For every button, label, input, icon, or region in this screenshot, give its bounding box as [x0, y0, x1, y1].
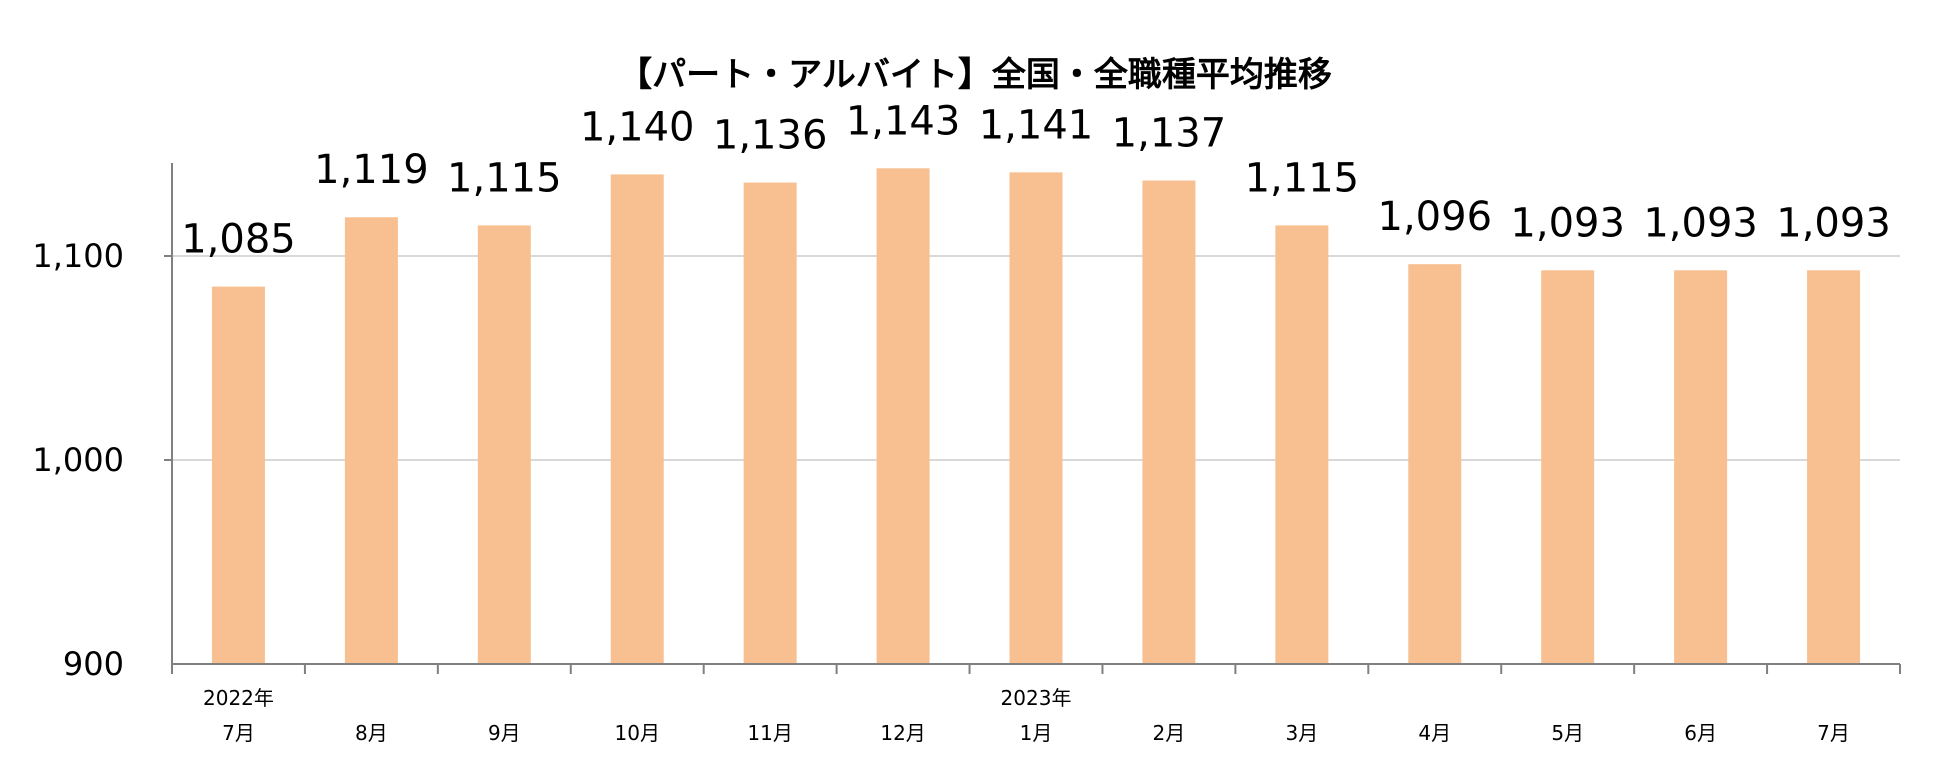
bar-value-label: 1,093 — [1776, 200, 1891, 246]
bar-value-label: 1,115 — [447, 155, 562, 201]
x-tick-label: 3月 — [1285, 721, 1318, 745]
y-tick-label: 1,100 — [32, 237, 124, 275]
bar-value-label: 1,085 — [181, 217, 296, 263]
bar — [1009, 172, 1063, 665]
x-tick-labels: 7月 2022年 8月 9月 10月 11月 12月 1月 2023年 2月 3月 4月 5月 6月 7月 — [203, 686, 1850, 745]
bar — [211, 286, 265, 664]
bar — [743, 182, 797, 664]
bar-value-label: 1,141 — [979, 102, 1094, 148]
bar-value-label: 1,143 — [846, 98, 961, 144]
x-year-label: 2023年 — [1001, 686, 1072, 710]
x-tick-label: 5月 — [1551, 721, 1584, 745]
bar — [876, 168, 930, 664]
y-tick-labels: 900 1,000 1,100 — [32, 237, 124, 683]
x-tick-label: 4月 — [1418, 721, 1451, 745]
x-tick-label: 6月 — [1684, 721, 1717, 745]
x-tick-label: 8月 — [355, 721, 388, 745]
bar — [1275, 225, 1329, 664]
bar — [1807, 270, 1861, 664]
bar-value-label: 1,093 — [1643, 200, 1758, 246]
bar-value-label: 1,136 — [713, 113, 828, 159]
axes — [164, 163, 1901, 674]
x-tick-label: 7月 — [222, 721, 255, 745]
bar-value-label: 1,115 — [1245, 155, 1360, 201]
x-tick-label: 10月 — [615, 721, 660, 745]
x-tick-label: 11月 — [747, 721, 792, 745]
x-tick-label: 1月 — [1020, 721, 1053, 745]
bar — [1674, 270, 1728, 664]
bar — [344, 217, 398, 665]
bar-value-label: 1,093 — [1510, 200, 1625, 246]
chart-title: 【パート・アルバイト】全国・全職種平均推移 — [618, 55, 1332, 95]
bar-value-label: 1,119 — [314, 147, 429, 193]
x-tick-label: 7月 — [1817, 721, 1850, 745]
bars — [211, 168, 1861, 665]
bar — [1541, 270, 1595, 664]
y-tick-label: 1,000 — [32, 441, 124, 479]
y-tick-label: 900 — [63, 645, 124, 683]
x-year-label: 2022年 — [203, 686, 274, 710]
x-tick-label: 12月 — [880, 721, 925, 745]
x-tick-label: 2月 — [1153, 721, 1186, 745]
bar — [477, 225, 531, 664]
bar — [1142, 180, 1196, 664]
bar-value-label: 1,140 — [580, 104, 695, 150]
data-labels: 1,085 1,119 1,115 1,140 1,136 1,143 1,141 1,137… — [181, 98, 1891, 262]
bar — [1408, 264, 1462, 664]
x-tick-label: 9月 — [488, 721, 521, 745]
bar — [610, 174, 664, 664]
bar-value-label: 1,096 — [1378, 194, 1493, 240]
bar-value-label: 1,137 — [1112, 111, 1227, 157]
